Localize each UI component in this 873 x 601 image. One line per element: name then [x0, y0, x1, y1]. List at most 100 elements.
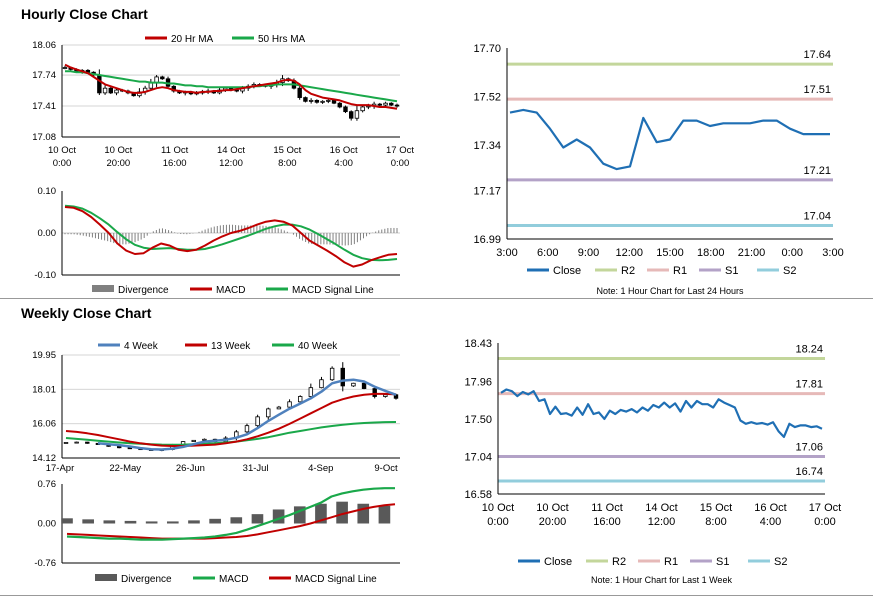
- weekly-pivot-xtick: 0:00: [814, 516, 835, 528]
- hourly-legend-ma50-label: 50 Hrs MA: [258, 34, 306, 45]
- weekly-price-ytick: 16.06: [32, 419, 56, 430]
- hourly-macd-ytick: 0.10: [38, 186, 57, 197]
- hourly-legend-macd-label: MACD: [216, 285, 245, 296]
- weekly-legend-4week-label: 4 Week: [124, 341, 159, 352]
- weekly-price-candle: [191, 439, 196, 442]
- weekly-pivot-xtick: 8:00: [705, 516, 726, 528]
- bottom-divider: [0, 595, 873, 596]
- weekly-pivot-legend-s1-label: S1: [716, 556, 729, 568]
- weekly-divergence-bar: [188, 520, 200, 524]
- weekly-pivot-xtick: 10 Oct: [482, 502, 514, 514]
- hourly-pivot-note: Note: 1 Hour Chart for Last 24 Hours: [596, 286, 744, 296]
- hourly-price-candle: [383, 102, 388, 106]
- weekly-divergence-bar: [230, 517, 243, 524]
- weekly-pivot-note: Note: 1 Hour Chart for Last 1 Week: [591, 575, 732, 585]
- weekly-pivot-legend-r2-label: R2: [612, 556, 626, 568]
- hourly-pivot-legend-s2-label: S2: [783, 265, 796, 277]
- hourly-pivot-ytick: 17.52: [473, 91, 501, 103]
- hourly-price-candle: [354, 110, 360, 119]
- weekly-pivot-legend-close-label: Close: [544, 556, 572, 568]
- hourly-price-candle: [360, 106, 365, 112]
- hourly-price-xtick: 15 Oct: [273, 145, 301, 156]
- hourly-pivot-xtick: 3:00: [496, 247, 517, 259]
- hourly-pivot-xtick: 15:00: [656, 247, 684, 259]
- hourly-macd-line: [64, 206, 398, 268]
- hourly-price-xtick: 17 Oct: [386, 145, 414, 156]
- hourly-price-ytick: 17.08: [32, 132, 56, 143]
- weekly-pivot-xtick: 16 Oct: [754, 502, 786, 514]
- hourly-price-candle: [62, 67, 68, 69]
- weekly-pivot-r1-label: 17.81: [795, 379, 823, 391]
- weekly-legend-13week-label: 13 Week: [211, 341, 251, 352]
- hourly-price-candle: [97, 74, 102, 94]
- weekly-price-candle: [266, 408, 271, 418]
- hourly-price-ytick: 18.06: [32, 40, 56, 51]
- weekly-pivot-ytick: 17.96: [464, 376, 492, 388]
- weekly-signal-line: [66, 503, 396, 540]
- weekly-divergence-bar: [315, 503, 327, 524]
- hourly-price-xtick: 0:00: [391, 158, 410, 169]
- weekly-price-candle: [117, 445, 122, 449]
- hourly-price-candle: [102, 87, 108, 94]
- weekly-price-candle: [351, 382, 356, 387]
- weekly-section-title: Weekly Close Chart: [21, 305, 152, 321]
- hourly-pivot-ytick: 16.99: [473, 234, 501, 246]
- hourly-price-candle: [326, 99, 331, 102]
- weekly-divergence-bar: [82, 519, 94, 524]
- weekly-price-candle: [287, 401, 292, 408]
- weekly-macd-line: [66, 487, 395, 541]
- hourly-pivot-legend-close-label: Close: [553, 265, 581, 277]
- section-divider: [0, 298, 873, 299]
- weekly-legend-signal-label: MACD Signal Line: [295, 574, 377, 585]
- hourly-price-xtick: 14 Oct: [217, 145, 245, 156]
- weekly-price-candle: [372, 388, 377, 397]
- weekly-pivot-xtick: 14 Oct: [645, 502, 677, 514]
- weekly-price-candle: [383, 394, 388, 397]
- hourly-price-candle: [331, 99, 337, 104]
- hourly-price-xtick: 10 Oct: [48, 145, 76, 156]
- weekly-pivot-legend-s2-label: S2: [774, 556, 787, 568]
- weekly-price-xtick: 31-Jul: [243, 463, 269, 474]
- weekly-divergence-bar: [166, 521, 179, 524]
- hourly-pivot-r1-label: 17.51: [803, 84, 831, 96]
- weekly-pivot-ytick: 18.43: [464, 338, 492, 350]
- weekly-4week-line: [97, 378, 397, 451]
- weekly-pivot-r2-label: 18.24: [795, 344, 823, 356]
- weekly-price-candle: [202, 438, 207, 441]
- hourly-price-xtick: 12:00: [219, 158, 243, 169]
- hourly-price-candle: [377, 103, 383, 106]
- weekly-pivot-xtick: 12:00: [648, 516, 676, 528]
- hourly-legend-divergence-label: Divergence: [118, 285, 169, 296]
- hourly-macd-ytick: 0.00: [38, 228, 57, 239]
- weekly-price-ytick: 18.01: [32, 384, 56, 395]
- weekly-price-ytick: 19.95: [32, 350, 56, 361]
- weekly-divergence-bar: [336, 501, 348, 524]
- weekly-divergence-bar: [209, 518, 221, 524]
- weekly-price-candle: [340, 367, 345, 387]
- weekly-legend-40week-label: 40 Week: [298, 341, 338, 352]
- hourly-price-candle: [108, 87, 113, 94]
- weekly-pivot-legend-r1-label: R1: [664, 556, 678, 568]
- hourly-ma20-line: [64, 63, 398, 110]
- hourly-pivot-close-line: [509, 108, 830, 171]
- hourly-price-ytick: 17.41: [32, 101, 56, 112]
- weekly-pivot-xtick: 11 Oct: [591, 502, 623, 514]
- hourly-price-candle: [394, 104, 400, 107]
- weekly-13week-line: [65, 392, 397, 447]
- hourly-pivot-xtick: 12:00: [615, 247, 643, 259]
- weekly-pivot-ytick: 17.50: [464, 414, 492, 426]
- hourly-ma50-line: [65, 70, 398, 103]
- weekly-legend-divergence-label: Divergence: [121, 574, 172, 585]
- weekly-divergence-bar: [124, 520, 137, 524]
- hourly-pivot-s2-label: 17.04: [803, 211, 831, 223]
- weekly-macd-ytick: 0.76: [38, 479, 57, 490]
- hourly-macd-ytick: -0.10: [34, 270, 56, 281]
- hourly-legend-ma20-label: 20 Hr MA: [171, 34, 214, 45]
- weekly-divergence-bar: [61, 518, 73, 524]
- hourly-pivot-r2-label: 17.64: [803, 49, 831, 61]
- hourly-price-candle: [308, 99, 314, 102]
- weekly-pivot-xtick: 15 Oct: [700, 502, 732, 514]
- hourly-pivot-ytick: 17.34: [473, 140, 501, 152]
- hourly-pivot-legend-r2-label: R2: [621, 265, 635, 277]
- weekly-pivot-xtick: 0:00: [487, 516, 508, 528]
